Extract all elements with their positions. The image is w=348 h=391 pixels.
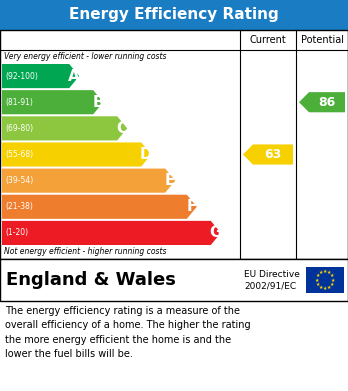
Text: F: F xyxy=(187,199,197,214)
Text: Very energy efficient - lower running costs: Very energy efficient - lower running co… xyxy=(4,52,166,61)
Text: England & Wales: England & Wales xyxy=(6,271,176,289)
Text: EU Directive
2002/91/EC: EU Directive 2002/91/EC xyxy=(244,270,300,291)
Text: (55-68): (55-68) xyxy=(5,150,33,159)
Polygon shape xyxy=(2,142,151,167)
Text: A: A xyxy=(68,68,80,84)
Text: Current: Current xyxy=(250,35,286,45)
Bar xyxy=(306,267,344,293)
Text: ★: ★ xyxy=(316,273,320,278)
Text: C: C xyxy=(117,121,128,136)
Text: (21-38): (21-38) xyxy=(5,202,33,211)
Text: (39-54): (39-54) xyxy=(5,176,33,185)
Text: B: B xyxy=(92,95,104,110)
Text: ★: ★ xyxy=(315,278,319,283)
Text: (1-20): (1-20) xyxy=(5,228,28,237)
Text: ★: ★ xyxy=(323,286,327,291)
Polygon shape xyxy=(2,64,79,88)
Bar xyxy=(0,259,348,301)
Polygon shape xyxy=(2,221,221,245)
Text: ★: ★ xyxy=(316,282,320,287)
Text: E: E xyxy=(165,173,175,188)
Text: (69-80): (69-80) xyxy=(5,124,33,133)
Polygon shape xyxy=(2,116,127,140)
Text: (81-91): (81-91) xyxy=(5,98,33,107)
Polygon shape xyxy=(2,169,175,193)
Polygon shape xyxy=(243,144,293,165)
Text: Potential: Potential xyxy=(301,35,343,45)
Text: G: G xyxy=(209,226,222,240)
Bar xyxy=(0,30,348,259)
Text: D: D xyxy=(140,147,152,162)
Polygon shape xyxy=(299,92,345,112)
Bar xyxy=(0,0,348,30)
Text: (92-100): (92-100) xyxy=(5,72,38,81)
Polygon shape xyxy=(2,195,197,219)
Text: 86: 86 xyxy=(318,96,335,109)
Text: ★: ★ xyxy=(323,269,327,274)
Text: ★: ★ xyxy=(319,285,323,290)
Text: ★: ★ xyxy=(327,270,331,275)
Text: ★: ★ xyxy=(319,270,323,275)
Polygon shape xyxy=(2,90,103,114)
Text: The energy efficiency rating is a measure of the
overall efficiency of a home. T: The energy efficiency rating is a measur… xyxy=(5,306,251,359)
Text: ★: ★ xyxy=(327,285,331,290)
Text: Energy Efficiency Rating: Energy Efficiency Rating xyxy=(69,7,279,23)
Text: Not energy efficient - higher running costs: Not energy efficient - higher running co… xyxy=(4,247,166,256)
Text: ★: ★ xyxy=(330,273,334,278)
Text: ★: ★ xyxy=(331,278,335,283)
Text: ★: ★ xyxy=(330,282,334,287)
Text: 63: 63 xyxy=(264,148,282,161)
